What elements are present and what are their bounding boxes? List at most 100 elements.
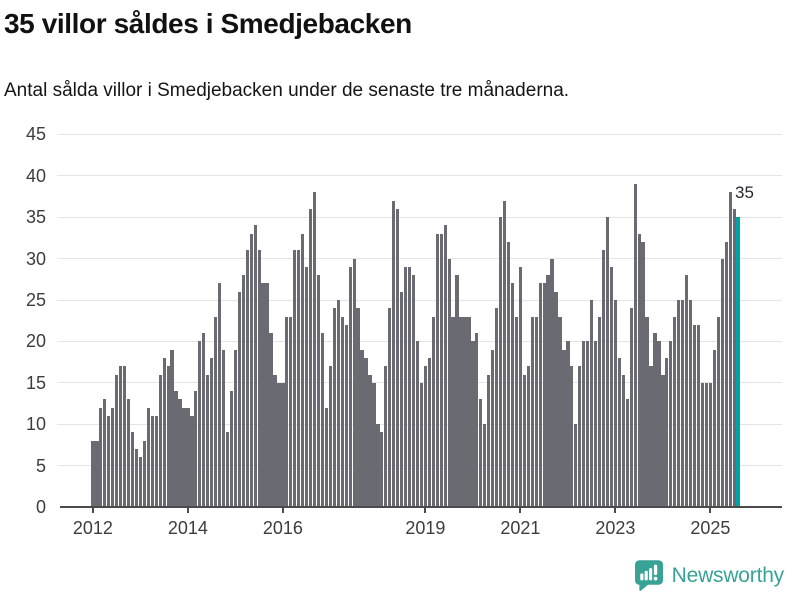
bar-month — [206, 375, 210, 507]
bar-month — [661, 375, 665, 507]
bar-month — [384, 366, 388, 507]
bar-month — [380, 432, 384, 507]
bar-month — [158, 375, 162, 507]
bar-month — [320, 333, 325, 507]
bar-month — [522, 375, 526, 507]
bar-month — [249, 234, 253, 507]
bar-month — [597, 317, 602, 507]
bar-month — [411, 275, 416, 507]
bar-month — [487, 375, 491, 507]
gridline-y-45 — [57, 133, 782, 135]
bar-month — [518, 267, 522, 507]
y-tick-label: 0 — [35, 497, 46, 517]
y-tick-label: 15 — [25, 372, 46, 393]
bar-month — [301, 234, 305, 507]
chart-subtitle: Antal sålda villor i Smedjebacken under … — [4, 80, 570, 101]
x-axis-tick — [424, 507, 427, 513]
x-axis-tick — [614, 507, 617, 513]
bar-month — [688, 300, 693, 507]
bar-month — [578, 366, 582, 507]
bar-month — [229, 391, 234, 507]
bar-month — [107, 416, 111, 507]
y-tick-label: 45 — [25, 124, 46, 145]
bar-month — [364, 358, 368, 507]
bar-month — [324, 408, 329, 507]
bar-month — [194, 391, 198, 507]
bar-month — [103, 399, 107, 507]
bar-month — [146, 408, 150, 507]
bar-month — [352, 259, 356, 507]
bar-month — [475, 333, 479, 507]
bar-month — [502, 201, 507, 507]
bar-month — [273, 375, 277, 507]
bar-month — [621, 375, 625, 507]
gridline-y-25 — [57, 299, 782, 301]
bar-month — [332, 308, 336, 507]
bar-month — [372, 383, 376, 507]
bar-month — [681, 300, 685, 507]
bar-month — [609, 267, 614, 507]
bar-month — [419, 383, 424, 507]
bar-month — [447, 259, 451, 507]
gridline-y-35 — [57, 216, 782, 218]
bar-month — [178, 399, 182, 507]
bar-month — [344, 325, 348, 507]
bar-month — [613, 300, 617, 507]
bar-month — [708, 383, 712, 507]
x-axis-line — [60, 506, 782, 508]
bar-month — [162, 358, 166, 507]
bar-month — [233, 350, 238, 507]
bar-month — [562, 350, 566, 507]
bar-month — [625, 399, 629, 507]
bar-month — [590, 300, 594, 507]
chart-title: 35 villor såldes i Smedjebacken — [4, 8, 412, 39]
bar-month — [190, 416, 194, 507]
bar-month — [115, 375, 119, 507]
bar-month — [214, 317, 218, 507]
bar-month — [316, 275, 321, 507]
bar-month — [376, 424, 380, 507]
bar-month — [665, 358, 669, 507]
bar-month — [443, 225, 447, 507]
bar-month — [281, 383, 285, 507]
bar-month — [396, 209, 400, 507]
bar-month — [685, 275, 689, 507]
bar-month — [285, 317, 289, 507]
bar-month — [403, 267, 408, 507]
brand-name: Newsworthy — [671, 564, 785, 587]
y-tick-label: 20 — [25, 331, 46, 352]
bar-month — [126, 399, 131, 507]
bar-month — [617, 358, 621, 507]
bar-month — [566, 341, 570, 507]
gridline-y-20 — [57, 340, 782, 342]
bar-month — [629, 308, 633, 507]
bar-month — [241, 275, 245, 507]
bar-month — [348, 267, 352, 507]
bar-month — [423, 366, 428, 507]
gridline-y-10 — [57, 423, 782, 425]
bar-month — [277, 383, 281, 507]
bar-month — [570, 366, 574, 507]
x-axis-tick — [281, 507, 284, 513]
bar-month — [186, 408, 190, 507]
y-tick-label: 35 — [25, 207, 46, 228]
bar-month — [696, 325, 701, 507]
x-axis-tick — [91, 507, 94, 513]
y-tick-label: 5 — [35, 455, 46, 476]
bar-month — [641, 242, 645, 507]
bar-month — [467, 317, 471, 507]
x-tick-label: 2021 — [500, 518, 541, 538]
bar-month — [122, 366, 127, 507]
bar-month — [455, 275, 459, 507]
bar-month — [305, 267, 309, 507]
bar-month — [265, 283, 269, 507]
bar-month — [150, 416, 154, 507]
bar-month — [538, 283, 542, 507]
bar-month — [134, 449, 139, 507]
bar-month — [712, 350, 716, 507]
bar-month — [400, 292, 404, 507]
bar-month — [491, 350, 495, 507]
bar-month — [728, 192, 732, 507]
y-tick-label: 10 — [25, 414, 46, 435]
